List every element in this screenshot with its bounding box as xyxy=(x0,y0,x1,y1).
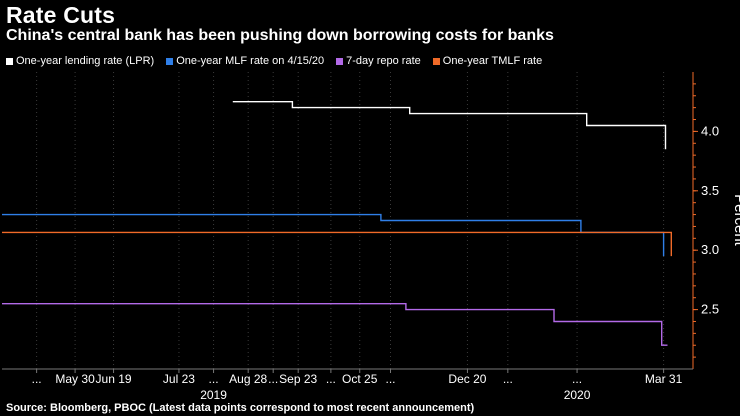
source-note: Source: Bloomberg, PBOC (Latest data poi… xyxy=(6,402,475,414)
x-tick-label: Mar 31 xyxy=(645,372,683,386)
x-tick-label: ... xyxy=(209,372,219,386)
axes: 2.5 3.0 3.5 4.0 Percent... May 30 Jun 19 Jul 23… xyxy=(2,72,740,402)
y-axis-label: Percent xyxy=(731,194,740,247)
y-tick-label: 4.0 xyxy=(701,123,719,138)
chart-title: Rate Cuts xyxy=(6,2,116,28)
series-lines xyxy=(2,100,672,346)
x-tick-label: ... xyxy=(503,372,513,386)
y-tick-label: 3.0 xyxy=(701,242,719,257)
series-line-0 xyxy=(232,100,667,150)
legend-item-mlf: One-year MLF rate on 4/15/20 xyxy=(166,55,324,67)
legend-swatch-lpr xyxy=(6,57,13,65)
series-line-1 xyxy=(2,213,665,257)
legend-swatch-mlf xyxy=(166,57,174,65)
x-tick-label: ... xyxy=(326,372,336,386)
series-line-3 xyxy=(2,231,672,257)
legend-label-lpr: One-year lending rate (LPR) xyxy=(16,55,155,67)
legend-swatch-repo xyxy=(336,57,344,65)
x-tick-label: May 30 xyxy=(55,372,95,386)
x-tick-label: Oct 25 xyxy=(342,372,378,386)
x-tick-label: Jul 23 xyxy=(163,372,195,386)
x-year-label: 2019 xyxy=(200,388,227,402)
legend-label-mlf: One-year MLF rate on 4/15/20 xyxy=(176,55,325,67)
y-tick-label: 2.5 xyxy=(701,302,719,317)
legend: One-year lending rate (LPR) One-year MLF… xyxy=(6,55,554,67)
x-year-label: 2020 xyxy=(564,388,591,402)
x-tick-label: ... xyxy=(268,372,278,386)
x-tick-label: ... xyxy=(32,372,42,386)
legend-label-repo: 7-day repo rate xyxy=(346,55,421,67)
x-tick-label: Jun 19 xyxy=(96,372,132,386)
legend-label-tmlf: One-year TMLF rate xyxy=(442,55,543,67)
legend-swatch-tmlf xyxy=(432,57,440,65)
x-tick-label: Sep 23 xyxy=(279,372,317,386)
legend-item-tmlf: One-year TMLF rate xyxy=(432,55,543,67)
legend-item-repo: 7-day repo rate xyxy=(336,55,421,67)
chart-subtitle: China's central bank has been pushing do… xyxy=(6,27,554,44)
y-tick-label: 3.5 xyxy=(701,183,719,198)
series-line-2 xyxy=(2,303,668,346)
x-tick-label: ... xyxy=(572,372,582,386)
x-tick-label: ... xyxy=(385,372,395,386)
x-tick-label: Aug 28 xyxy=(229,372,267,386)
x-tick-label: Dec 20 xyxy=(448,372,486,386)
legend-item-lpr: One-year lending rate (LPR) xyxy=(6,55,154,67)
